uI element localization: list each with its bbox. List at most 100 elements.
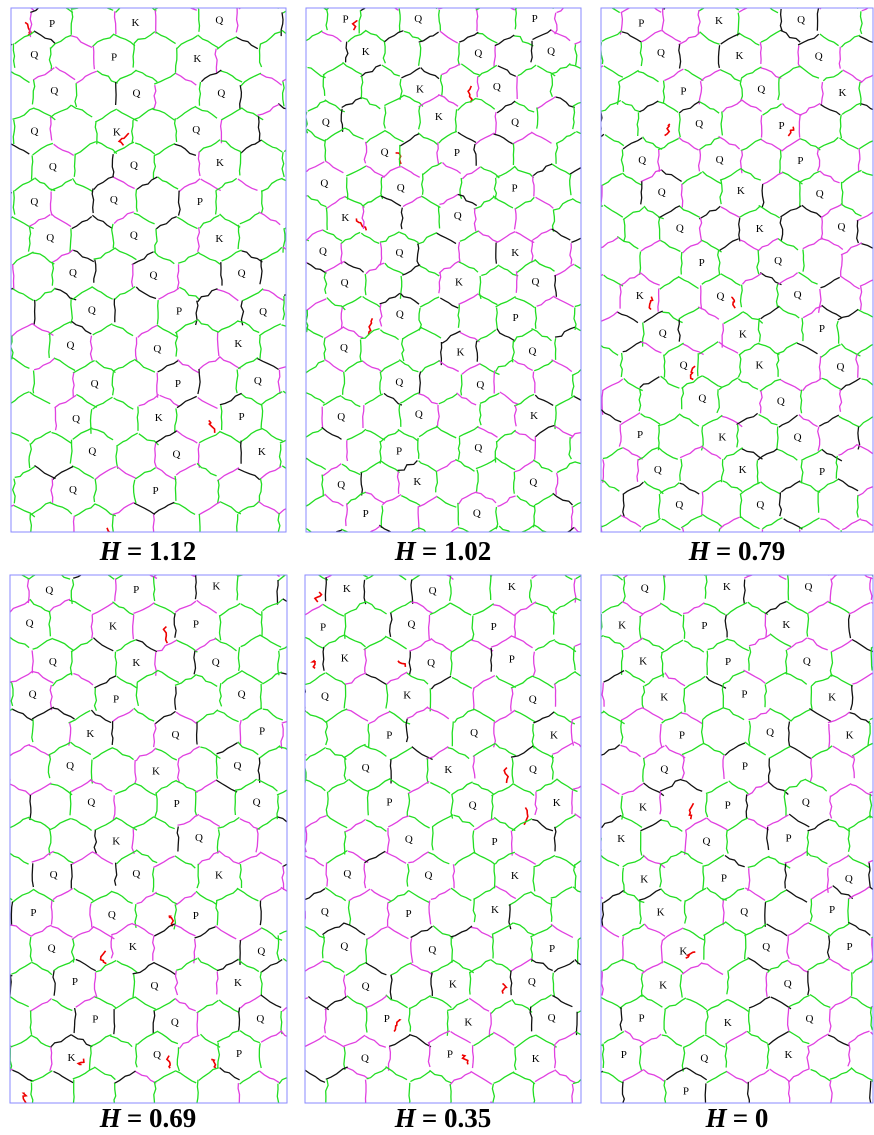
cell-edge — [177, 36, 198, 49]
cell-edge — [661, 940, 662, 963]
cell-label: K — [152, 766, 160, 778]
cell-edge — [32, 80, 34, 105]
cell-edge — [323, 935, 325, 959]
cell-edge — [154, 85, 156, 110]
cell-edge — [621, 1, 642, 13]
cell-edge — [450, 603, 471, 615]
cell-edge — [458, 132, 476, 142]
cell-label: Q — [87, 797, 95, 809]
cell-edge — [261, 684, 262, 709]
cell-edge — [284, 538, 286, 560]
cell-edge — [307, 195, 326, 206]
cell-edge — [399, 9, 400, 32]
cell-edge — [409, 652, 411, 676]
cell-label: K — [657, 907, 665, 919]
cell-edge — [302, 536, 322, 549]
cell-edge — [451, 888, 471, 900]
cell-edge — [260, 901, 261, 926]
cell-edge — [513, 132, 533, 144]
cell-edge — [823, 71, 842, 81]
cell-label: K — [215, 869, 223, 881]
cell-edge — [71, 579, 73, 604]
cell-edge — [49, 322, 71, 335]
defect — [83, 1130, 90, 1135]
cell-edge — [848, 1043, 850, 1066]
cell-edge — [49, 831, 51, 856]
cell-edge — [281, 724, 283, 749]
cell-edge — [638, 72, 658, 82]
cell-edge — [561, 1046, 563, 1069]
cell-edge — [366, 1080, 367, 1104]
cell-edge — [661, 889, 682, 902]
cell-edge — [622, 602, 643, 614]
cell-edge — [659, 217, 660, 239]
cell-edge — [136, 189, 137, 212]
cell-edge — [34, 31, 55, 44]
cell-edge — [115, 783, 135, 794]
cell-edge — [220, 615, 221, 640]
cell-edge — [604, 205, 623, 217]
cell-label: P — [725, 656, 731, 668]
cell-label: K — [464, 1017, 472, 1029]
cell-edge — [821, 277, 840, 287]
cell-edge — [71, 36, 92, 48]
cell-edge — [306, 458, 326, 469]
cell-edge — [262, 567, 284, 579]
cell-edge — [451, 926, 472, 937]
cell-edge — [12, 324, 33, 337]
cell-edge — [599, 924, 619, 937]
cell-edge — [862, 172, 874, 182]
cell-edge — [35, 178, 56, 191]
cell-edge — [705, 575, 707, 598]
cell-edge — [10, 925, 32, 936]
cell-edge — [261, 995, 282, 1008]
cell-edge — [640, 530, 641, 553]
cell-edge — [800, 139, 821, 151]
cell-edge — [386, 995, 408, 1008]
cell-edge — [664, 533, 684, 544]
cell-edge — [533, 652, 535, 677]
cell-edge — [196, 780, 217, 792]
cell-edge — [551, 887, 573, 898]
cell-edge — [477, 427, 497, 437]
cell-edge — [497, 329, 515, 341]
cell-edge — [257, 817, 278, 830]
cell-edge — [341, 396, 360, 406]
cell-edge — [301, 115, 303, 139]
cell-edge — [389, 1047, 391, 1071]
cell-label: Q — [815, 51, 823, 63]
cell-label: P — [113, 693, 119, 705]
cell-edge — [822, 305, 842, 318]
defect — [732, 297, 735, 308]
cell-edge — [260, 972, 262, 996]
cell-edge — [623, 494, 625, 518]
cell-edge — [684, 641, 704, 652]
cell-edge — [325, 997, 347, 1010]
cell-edge — [177, 396, 197, 407]
cell-edge — [346, 42, 348, 63]
cell-edge — [175, 856, 195, 868]
cell-edge — [724, 448, 743, 460]
cell-label: Q — [425, 869, 433, 881]
cell-edge — [15, 32, 35, 44]
cell-label: Q — [805, 581, 813, 593]
cell-edge — [390, 975, 392, 1000]
cell-label: K — [132, 17, 140, 29]
cell-edge — [642, 686, 644, 709]
cell-edge — [499, 266, 518, 276]
cell-edge — [857, 495, 858, 517]
cell-edge — [602, 971, 604, 995]
cell-edge — [300, 479, 302, 502]
cell-edge — [196, 107, 217, 118]
cell-edge — [805, 779, 827, 791]
cell-label: Q — [153, 343, 161, 355]
cell-label: Q — [133, 88, 141, 100]
cell-edge — [279, 639, 299, 650]
cell-edge — [725, 922, 746, 935]
cell-edge — [156, 32, 176, 44]
cell-edge — [216, 889, 238, 901]
cell-edge — [678, 319, 680, 341]
cell-edge — [439, 10, 441, 31]
defect — [328, 1056, 334, 1071]
cell-edge — [840, 390, 842, 412]
